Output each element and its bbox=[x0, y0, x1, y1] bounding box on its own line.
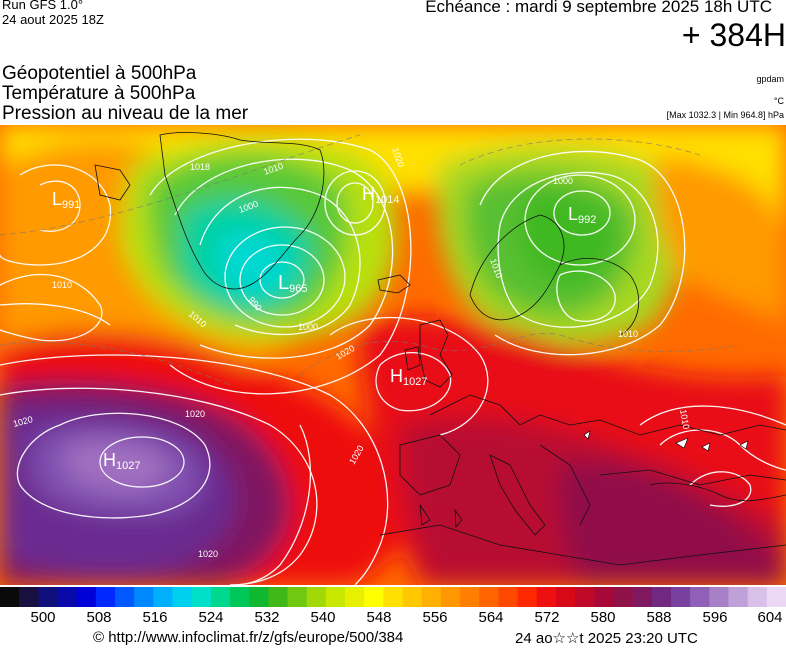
color-scale-swatch bbox=[498, 587, 519, 607]
color-scale-swatch bbox=[479, 587, 499, 607]
color-scale-swatch bbox=[364, 587, 384, 607]
color-scale-swatch bbox=[287, 587, 308, 607]
scale-tick: 532 bbox=[254, 609, 280, 626]
contour-label: 1010 bbox=[678, 409, 691, 430]
color-scale-swatch bbox=[306, 587, 327, 607]
source-credit-link[interactable]: © http://www.infoclimat.fr/z/gfs/europe/… bbox=[93, 629, 404, 646]
weather-map: 1010 1000 990 1020 1010 1000 1020 1020 1… bbox=[0, 125, 786, 585]
color-scale-swatch bbox=[230, 587, 250, 607]
color-scale-swatch bbox=[766, 587, 786, 607]
scale-tick: 596 bbox=[702, 609, 728, 626]
color-scale-swatch bbox=[402, 587, 423, 607]
scale-tick: 508 bbox=[86, 609, 112, 626]
contour-label: 1010 bbox=[618, 329, 638, 339]
high-pressure-marker: H1027 bbox=[390, 366, 428, 388]
color-scale-bar bbox=[0, 587, 786, 607]
max-min-pressure: [Max 1032.3 | Min 964.8] hPa bbox=[666, 110, 784, 120]
color-scale-swatch bbox=[690, 587, 710, 607]
color-scale-swatch bbox=[134, 587, 154, 607]
low-pressure-marker: L965 bbox=[278, 272, 308, 295]
color-scale-swatch bbox=[76, 587, 97, 607]
run-date: 24 aout 2025 18Z bbox=[2, 12, 104, 27]
contour-label: 1010 bbox=[52, 280, 72, 290]
contour-label: 1020 bbox=[185, 409, 205, 419]
color-scale-swatch bbox=[632, 587, 653, 607]
scale-tick: 572 bbox=[534, 609, 560, 626]
color-scale-swatch bbox=[172, 587, 193, 607]
unit-celsius: °C bbox=[773, 96, 784, 106]
color-scale-swatch bbox=[709, 587, 729, 607]
color-scale-swatch bbox=[536, 587, 557, 607]
color-scale-swatch bbox=[460, 587, 480, 607]
contour-label: 1020 bbox=[198, 549, 218, 559]
color-scale-swatch bbox=[0, 587, 20, 607]
color-scale-swatch bbox=[249, 587, 269, 607]
scale-tick: 604 bbox=[757, 609, 783, 626]
color-scale-swatch bbox=[325, 587, 346, 607]
color-scale-swatch bbox=[95, 587, 116, 607]
high-pressure-marker: H1027 bbox=[103, 450, 141, 472]
echeance-label: Echéance : mardi 9 septembre 2025 18h UT… bbox=[425, 0, 772, 16]
param-temperature: Température à 500hPa bbox=[2, 83, 196, 104]
color-scale-swatch bbox=[38, 587, 59, 607]
scale-tick: 500 bbox=[30, 609, 56, 626]
high-pressure-marker: H1014 bbox=[362, 184, 400, 206]
color-scale-swatch bbox=[517, 587, 538, 607]
low-pressure-marker: L992 bbox=[568, 204, 597, 226]
param-geopotential: Géopotentiel à 500hPa bbox=[2, 63, 197, 84]
color-scale-swatch bbox=[191, 587, 212, 607]
color-scale-swatch bbox=[728, 587, 749, 607]
color-scale-swatch bbox=[421, 587, 442, 607]
color-scale-swatch bbox=[440, 587, 461, 607]
param-pressure: Pression au niveau de la mer bbox=[2, 103, 249, 124]
contour-label: 1000 bbox=[553, 176, 573, 186]
color-scale-swatch bbox=[115, 587, 135, 607]
scale-tick: 588 bbox=[646, 609, 672, 626]
scale-tick: 580 bbox=[590, 609, 616, 626]
color-scale-swatch bbox=[19, 587, 39, 607]
color-scale-swatch bbox=[575, 587, 595, 607]
generation-timestamp: 24 ao☆☆t 2025 23:20 UTC bbox=[515, 630, 698, 647]
scale-tick: 540 bbox=[310, 609, 336, 626]
color-scale-swatch bbox=[345, 587, 365, 607]
low-pressure-marker: L991 bbox=[52, 189, 81, 211]
scale-tick: 548 bbox=[366, 609, 392, 626]
color-scale-swatch bbox=[153, 587, 174, 607]
color-scale-swatch bbox=[747, 587, 768, 607]
color-scale-swatch bbox=[555, 587, 576, 607]
color-scale-swatch bbox=[268, 587, 289, 607]
color-scale-swatch bbox=[57, 587, 78, 607]
contour-label: 1000 bbox=[298, 322, 318, 332]
unit-gpdam: gpdam bbox=[756, 74, 784, 84]
scale-tick: 556 bbox=[422, 609, 448, 626]
color-scale-swatch bbox=[594, 587, 614, 607]
color-scale-swatch bbox=[210, 587, 231, 607]
color-scale-swatch bbox=[651, 587, 672, 607]
scale-tick: 516 bbox=[142, 609, 168, 626]
color-scale-swatch bbox=[613, 587, 634, 607]
lead-time: + 384H bbox=[681, 17, 786, 53]
contour-label: 1018 bbox=[190, 162, 210, 172]
color-scale-swatch bbox=[670, 587, 691, 607]
color-scale-swatch bbox=[383, 587, 404, 607]
scale-tick: 564 bbox=[478, 609, 504, 626]
run-label: Run GFS 1.0° bbox=[2, 0, 84, 12]
scale-tick: 524 bbox=[198, 609, 224, 626]
